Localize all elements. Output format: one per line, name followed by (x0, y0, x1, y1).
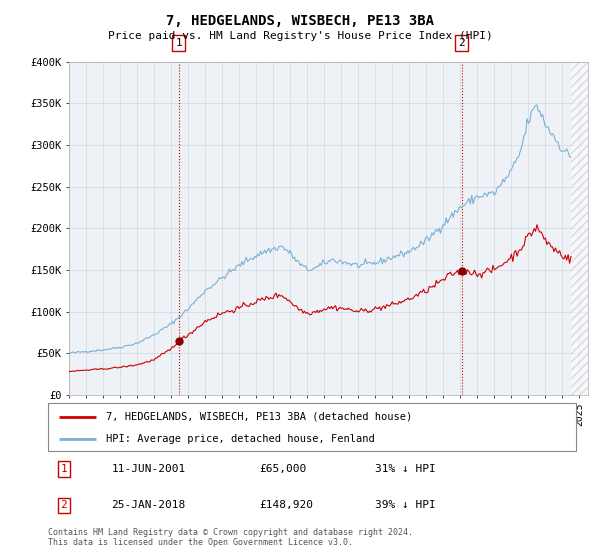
Text: 25-JAN-2018: 25-JAN-2018 (112, 501, 185, 510)
Text: HPI: Average price, detached house, Fenland: HPI: Average price, detached house, Fenl… (106, 434, 375, 444)
Text: 1: 1 (61, 464, 67, 474)
Text: £148,920: £148,920 (259, 501, 313, 510)
Text: 7, HEDGELANDS, WISBECH, PE13 3BA (detached house): 7, HEDGELANDS, WISBECH, PE13 3BA (detach… (106, 412, 412, 422)
Text: 1: 1 (175, 38, 182, 48)
Text: 2: 2 (61, 501, 67, 510)
Text: Contains HM Land Registry data © Crown copyright and database right 2024.
This d: Contains HM Land Registry data © Crown c… (48, 528, 413, 547)
Text: £65,000: £65,000 (259, 464, 307, 474)
Text: 7, HEDGELANDS, WISBECH, PE13 3BA: 7, HEDGELANDS, WISBECH, PE13 3BA (166, 14, 434, 28)
Text: 39% ↓ HPI: 39% ↓ HPI (376, 501, 436, 510)
Text: Price paid vs. HM Land Registry's House Price Index (HPI): Price paid vs. HM Land Registry's House … (107, 31, 493, 41)
Text: 11-JUN-2001: 11-JUN-2001 (112, 464, 185, 474)
Text: 31% ↓ HPI: 31% ↓ HPI (376, 464, 436, 474)
Text: 2: 2 (458, 38, 465, 48)
